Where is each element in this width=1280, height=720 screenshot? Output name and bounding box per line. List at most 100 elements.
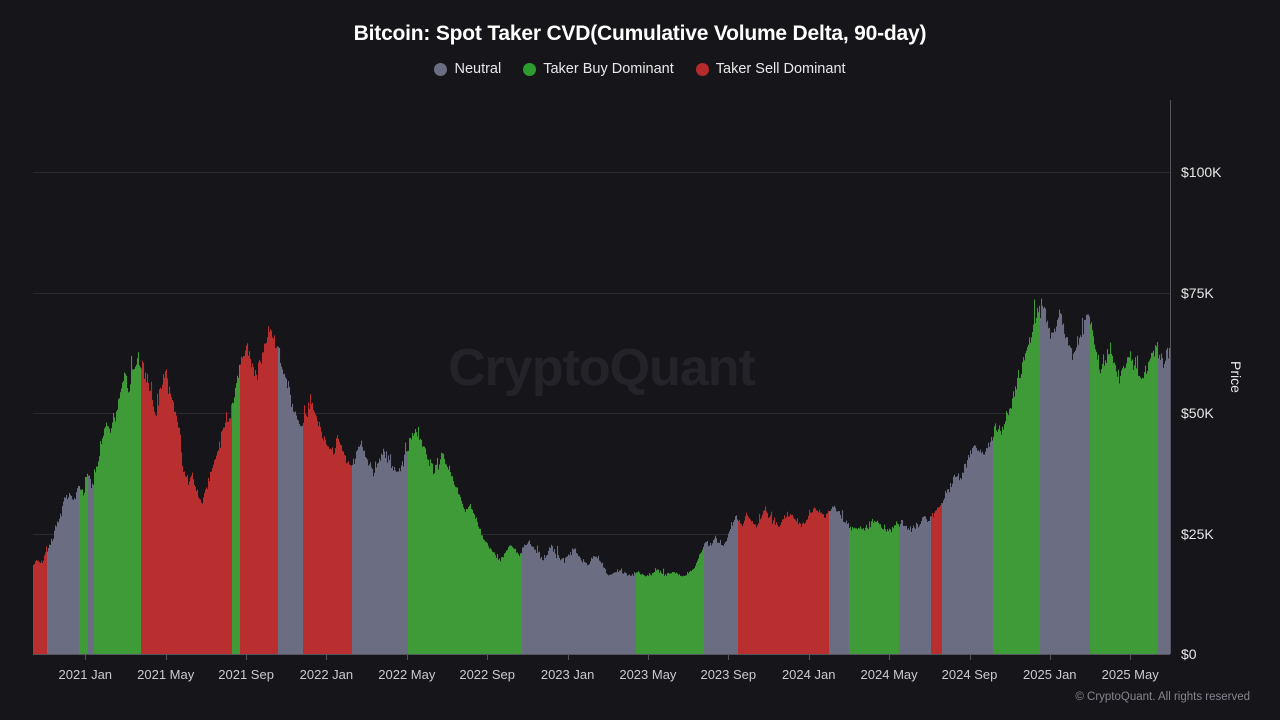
price-bar — [1148, 362, 1150, 654]
price-bar — [186, 477, 188, 654]
price-bar — [1020, 377, 1022, 654]
price-bar — [629, 574, 631, 654]
price-bar — [553, 551, 555, 654]
price-bar — [253, 367, 255, 654]
price-bar — [258, 362, 260, 654]
price-bar — [266, 342, 268, 654]
price-bar — [892, 526, 894, 654]
price-bar — [1007, 413, 1009, 654]
price-bar — [1118, 369, 1120, 654]
price-bar — [665, 574, 667, 654]
price-bar — [98, 461, 100, 654]
price-bar — [741, 524, 743, 654]
legend-item[interactable]: Taker Buy Dominant — [523, 61, 674, 77]
x-axis-tick-label: 2024 Sep — [941, 667, 998, 682]
price-bar — [557, 545, 559, 654]
price-bar — [135, 366, 137, 654]
price-bar — [410, 437, 412, 654]
price-bar — [547, 554, 549, 654]
price-bar — [513, 548, 515, 654]
price-bar — [191, 475, 193, 654]
price-bar — [342, 450, 344, 654]
price-bar — [1102, 363, 1104, 654]
price-bar — [504, 553, 506, 654]
price-bar — [72, 499, 74, 654]
price-bar — [374, 472, 376, 654]
price-bar — [841, 518, 843, 654]
price-bar — [948, 489, 950, 654]
price-bar — [895, 525, 897, 654]
price-bar — [921, 521, 923, 654]
price-bar — [596, 556, 598, 654]
price-bar — [758, 523, 760, 654]
price-bar — [1068, 345, 1070, 654]
price-bar — [1090, 324, 1092, 654]
price-bar — [963, 472, 965, 654]
price-bar — [291, 407, 293, 654]
price-bar — [678, 574, 680, 654]
price-bar — [149, 391, 151, 654]
price-bar — [697, 560, 699, 654]
price-bar — [826, 513, 828, 654]
price-bar — [991, 436, 993, 654]
price-bar — [842, 510, 844, 654]
price-bar — [663, 568, 665, 654]
price-bar — [605, 568, 607, 654]
price-bar — [576, 553, 578, 654]
price-bar — [540, 558, 542, 654]
price-bar — [701, 552, 703, 654]
price-bar — [220, 447, 222, 654]
price-bar — [445, 463, 447, 654]
price-bar — [559, 557, 561, 654]
price-bar — [228, 421, 230, 654]
price-bar — [671, 573, 673, 654]
price-bar — [147, 373, 149, 654]
x-axis-tick-mark — [406, 655, 408, 660]
price-bar — [81, 489, 83, 654]
price-bar — [685, 575, 687, 654]
price-bar — [60, 513, 62, 654]
legend-item[interactable]: Taker Sell Dominant — [695, 61, 846, 77]
price-bar — [488, 546, 490, 654]
x-axis-tick-label: 2025 May — [1101, 667, 1159, 682]
legend-item[interactable]: Neutral — [434, 61, 501, 77]
price-bar — [71, 495, 73, 654]
price-bar — [768, 517, 770, 654]
price-bar — [966, 467, 968, 654]
price-bar — [355, 458, 357, 654]
price-bar — [980, 449, 982, 654]
price-bar — [382, 454, 384, 654]
price-bar — [877, 520, 879, 654]
price-bar — [474, 514, 476, 654]
price-bar — [835, 507, 837, 654]
price-bar — [165, 371, 167, 654]
price-bar — [551, 544, 553, 654]
price-bar — [421, 440, 423, 654]
price-bar — [781, 522, 783, 654]
price-bar — [975, 445, 977, 654]
price-bar — [207, 488, 209, 654]
price-bar — [436, 464, 438, 654]
price-bar — [303, 422, 305, 654]
price-bar — [724, 543, 726, 654]
price-bar — [434, 472, 436, 654]
price-bar — [523, 547, 525, 654]
price-bar — [762, 514, 764, 654]
price-bar — [571, 555, 573, 654]
price-bar — [485, 541, 487, 654]
price-bar — [204, 493, 206, 654]
price-bar — [1136, 368, 1138, 654]
price-bar — [290, 394, 292, 654]
price-bar — [338, 438, 340, 654]
price-bar — [187, 475, 189, 654]
price-bar — [76, 492, 78, 654]
price-bar — [386, 451, 388, 654]
price-bar — [357, 450, 359, 654]
price-bar — [522, 547, 524, 654]
price-bar — [1010, 407, 1012, 654]
price-bar — [1036, 317, 1038, 654]
price-bar — [139, 365, 141, 654]
price-bar — [358, 446, 360, 654]
price-bar — [282, 369, 284, 654]
price-bar — [539, 551, 541, 654]
